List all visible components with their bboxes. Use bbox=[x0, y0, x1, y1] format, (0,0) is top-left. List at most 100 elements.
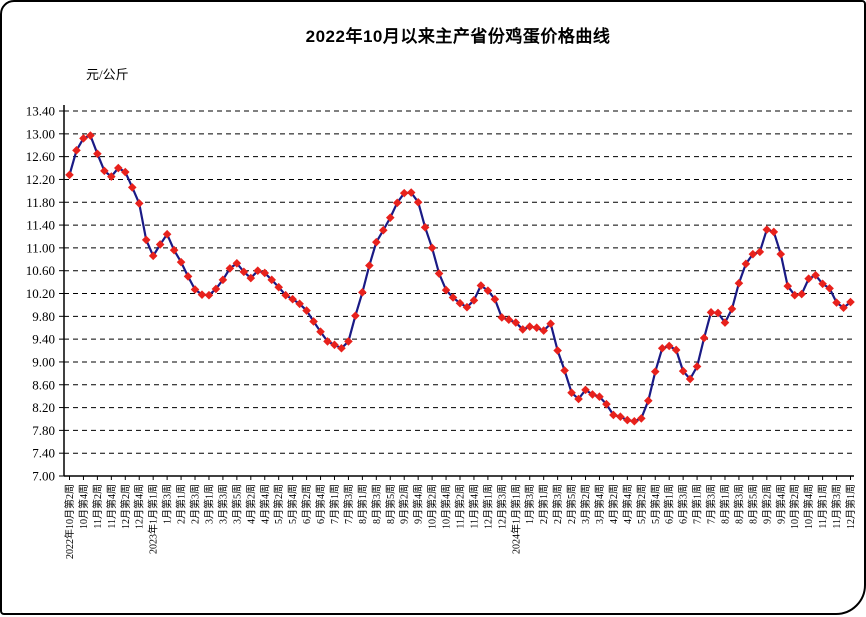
data-point bbox=[107, 172, 116, 181]
data-point bbox=[448, 293, 458, 302]
x-tick-label: 4月第2周 bbox=[244, 484, 257, 524]
data-point bbox=[539, 326, 548, 335]
data-point bbox=[518, 325, 528, 334]
x-tick-label: 1月第3周 bbox=[161, 484, 174, 524]
data-point bbox=[678, 366, 688, 376]
data-point bbox=[748, 249, 758, 259]
data-point bbox=[197, 290, 207, 299]
data-point bbox=[246, 273, 256, 283]
x-tick-label: 2月第5周 bbox=[565, 484, 578, 524]
data-point bbox=[637, 414, 646, 423]
data-point bbox=[581, 385, 590, 395]
data-point bbox=[832, 298, 841, 307]
data-point bbox=[134, 199, 144, 208]
x-tick-label: 3月第2周 bbox=[579, 484, 592, 524]
data-point bbox=[699, 333, 709, 343]
chart-title: 2022年10月以来主产省份鸡蛋价格曲线 bbox=[305, 27, 611, 46]
data-point bbox=[413, 197, 423, 207]
data-point bbox=[100, 166, 109, 176]
data-point bbox=[560, 366, 569, 375]
y-tick-label: 7.80 bbox=[32, 423, 55, 438]
x-tick-label: 8月第1周 bbox=[718, 484, 731, 524]
data-point bbox=[846, 297, 855, 307]
x-tick-label: 12月第3周 bbox=[495, 484, 508, 529]
y-tick-label: 10.60 bbox=[26, 263, 55, 278]
x-tick-label: 11月第4周 bbox=[467, 484, 480, 529]
data-point bbox=[344, 337, 353, 346]
data-point bbox=[818, 279, 827, 289]
data-point bbox=[525, 322, 535, 331]
data-point bbox=[281, 290, 290, 300]
x-tick-label: 2月第1周 bbox=[175, 484, 188, 524]
x-tick-label: 10月第4周 bbox=[440, 484, 453, 529]
data-point bbox=[358, 288, 367, 297]
x-tick-label: 11月第4周 bbox=[105, 484, 118, 529]
data-point bbox=[811, 270, 820, 280]
data-point bbox=[671, 345, 681, 355]
x-tick-label: 2024年1月第1周 bbox=[509, 484, 522, 554]
x-tick-label: 8月第5周 bbox=[384, 484, 397, 524]
x-tick-label: 3月第3周 bbox=[216, 484, 229, 524]
x-tick-label: 1月第3周 bbox=[523, 484, 536, 524]
data-point bbox=[427, 243, 437, 253]
data-point bbox=[155, 240, 165, 249]
data-point bbox=[727, 304, 737, 314]
x-tick-label: 3月第4周 bbox=[593, 484, 606, 524]
x-tick-label: 7月第1周 bbox=[328, 484, 341, 524]
x-tick-label: 12月第2周 bbox=[119, 484, 132, 529]
data-point bbox=[762, 225, 772, 234]
x-tick-label: 10月第4周 bbox=[802, 484, 815, 529]
y-tick-label: 7.40 bbox=[32, 446, 55, 461]
data-point bbox=[260, 268, 270, 278]
data-point bbox=[239, 267, 249, 277]
data-point bbox=[399, 188, 409, 198]
x-tick-label: 3月第5周 bbox=[230, 484, 243, 524]
data-point bbox=[713, 308, 723, 318]
x-tick-label: 2月第3周 bbox=[189, 484, 202, 524]
y-tick-label: 9.80 bbox=[32, 309, 55, 324]
data-point bbox=[553, 346, 562, 355]
x-tick-label: 10月第2周 bbox=[788, 484, 801, 529]
axes bbox=[63, 105, 854, 477]
data-point bbox=[567, 388, 576, 398]
data-point bbox=[455, 298, 465, 308]
x-tick-label: 11月第3周 bbox=[830, 484, 843, 529]
data-point bbox=[741, 259, 751, 269]
data-point bbox=[804, 274, 813, 283]
data-point bbox=[595, 392, 604, 402]
y-tick-label: 8.20 bbox=[32, 400, 55, 415]
data-point bbox=[490, 294, 500, 304]
x-tick-label: 11月第2周 bbox=[454, 484, 467, 529]
data-point bbox=[588, 390, 597, 399]
data-point bbox=[190, 285, 200, 294]
x-tick-label: 2月第1周 bbox=[537, 484, 550, 524]
data-point bbox=[337, 343, 346, 353]
y-tick-label: 9.40 bbox=[32, 332, 55, 347]
data-point bbox=[302, 306, 311, 315]
data-point bbox=[79, 134, 88, 143]
data-point bbox=[574, 394, 583, 404]
data-point bbox=[253, 266, 263, 275]
y-tick-label: 9.00 bbox=[32, 354, 55, 369]
data-point bbox=[657, 343, 667, 353]
data-point bbox=[769, 227, 779, 237]
data-point bbox=[330, 340, 339, 350]
data-point bbox=[176, 257, 186, 267]
x-tick-label: 11月第1周 bbox=[816, 484, 829, 529]
data-point bbox=[623, 415, 632, 425]
data-point bbox=[114, 163, 123, 173]
x-tick-label: 5月第4周 bbox=[649, 484, 662, 524]
y-tick-label: 8.60 bbox=[32, 377, 55, 392]
data-point bbox=[72, 146, 81, 155]
data-point bbox=[497, 313, 507, 322]
data-point bbox=[420, 223, 430, 232]
data-point bbox=[141, 235, 151, 245]
data-point bbox=[609, 410, 618, 420]
data-point bbox=[378, 225, 388, 235]
x-tick-label: 2月第3周 bbox=[551, 484, 564, 524]
x-tick-label: 5月第2周 bbox=[635, 484, 648, 524]
x-tick-label: 8月第1周 bbox=[356, 484, 369, 524]
y-tick-label: 10.20 bbox=[26, 286, 55, 301]
data-point bbox=[211, 284, 221, 294]
